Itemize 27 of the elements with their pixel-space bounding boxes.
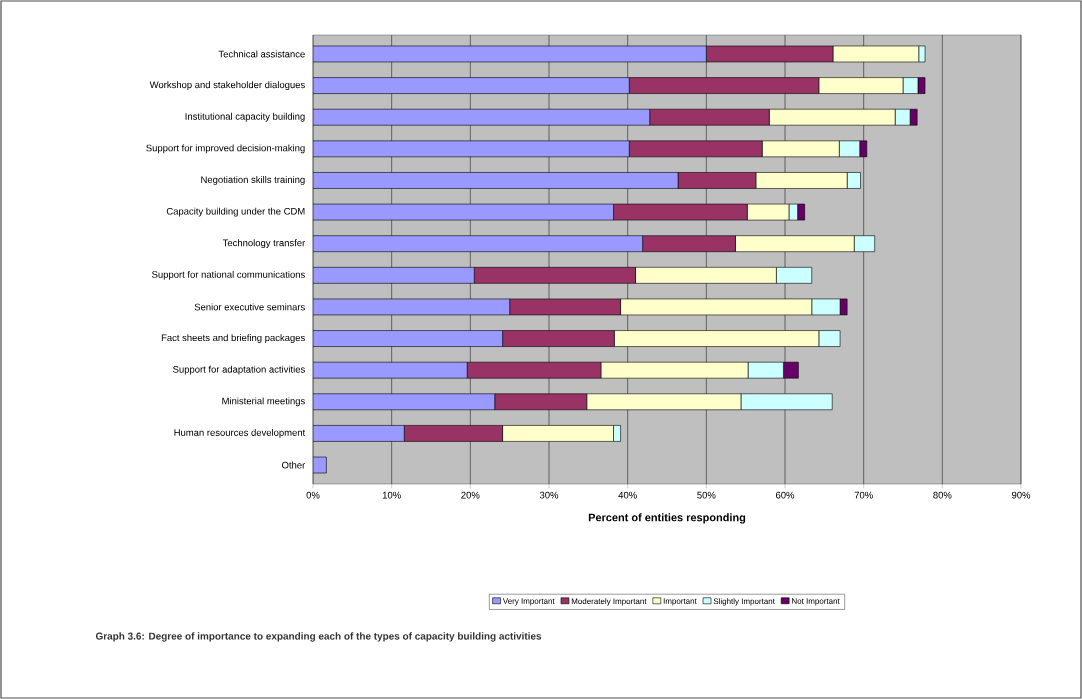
y-tick-label: Fact sheets and briefing packages (161, 334, 305, 343)
x-tick-label: 90% (1011, 491, 1031, 499)
y-tick-label: Technical assistance (218, 50, 305, 58)
x-tick-label: 80% (933, 491, 952, 499)
x-tick-label: 40% (618, 491, 637, 499)
y-tick-label: Ministerial meetings (222, 397, 305, 407)
y-tick-label: Human resources development (174, 429, 306, 438)
y-tick-label: Workshop and stakeholder dialogues (149, 81, 305, 91)
x-axis-title: Percent of entities responding (588, 513, 746, 524)
y-tick-label: Other (282, 461, 306, 469)
x-tick-label: 10% (382, 491, 401, 499)
y-tick-label: Institutional capacity building (185, 112, 305, 122)
y-tick-label: Negotiation skills training (201, 176, 305, 185)
x-tick-label: 20% (461, 491, 480, 499)
x-tick-label: 50% (697, 491, 716, 499)
x-tick-label: 30% (539, 491, 559, 499)
x-tick-label: 0% (306, 491, 320, 499)
x-tick-label: 70% (854, 491, 873, 499)
caption: Graph 3.6: Degree of importance to expanding each of the types of capacity building activities (95, 632, 542, 642)
y-tick-label: Support for adaptation activities (173, 365, 305, 375)
y-tick-label: Support for improved decision-making (146, 144, 305, 154)
bar (313, 456, 327, 474)
y-tick-label: Technology transfer (222, 239, 306, 249)
y-tick-label: Support for national communications (152, 270, 305, 280)
x-tick-label: 60% (776, 491, 795, 499)
y-tick-label: Capacity building under the CDM (166, 207, 305, 217)
y-tick-label: Senior executive seminars (194, 303, 305, 311)
